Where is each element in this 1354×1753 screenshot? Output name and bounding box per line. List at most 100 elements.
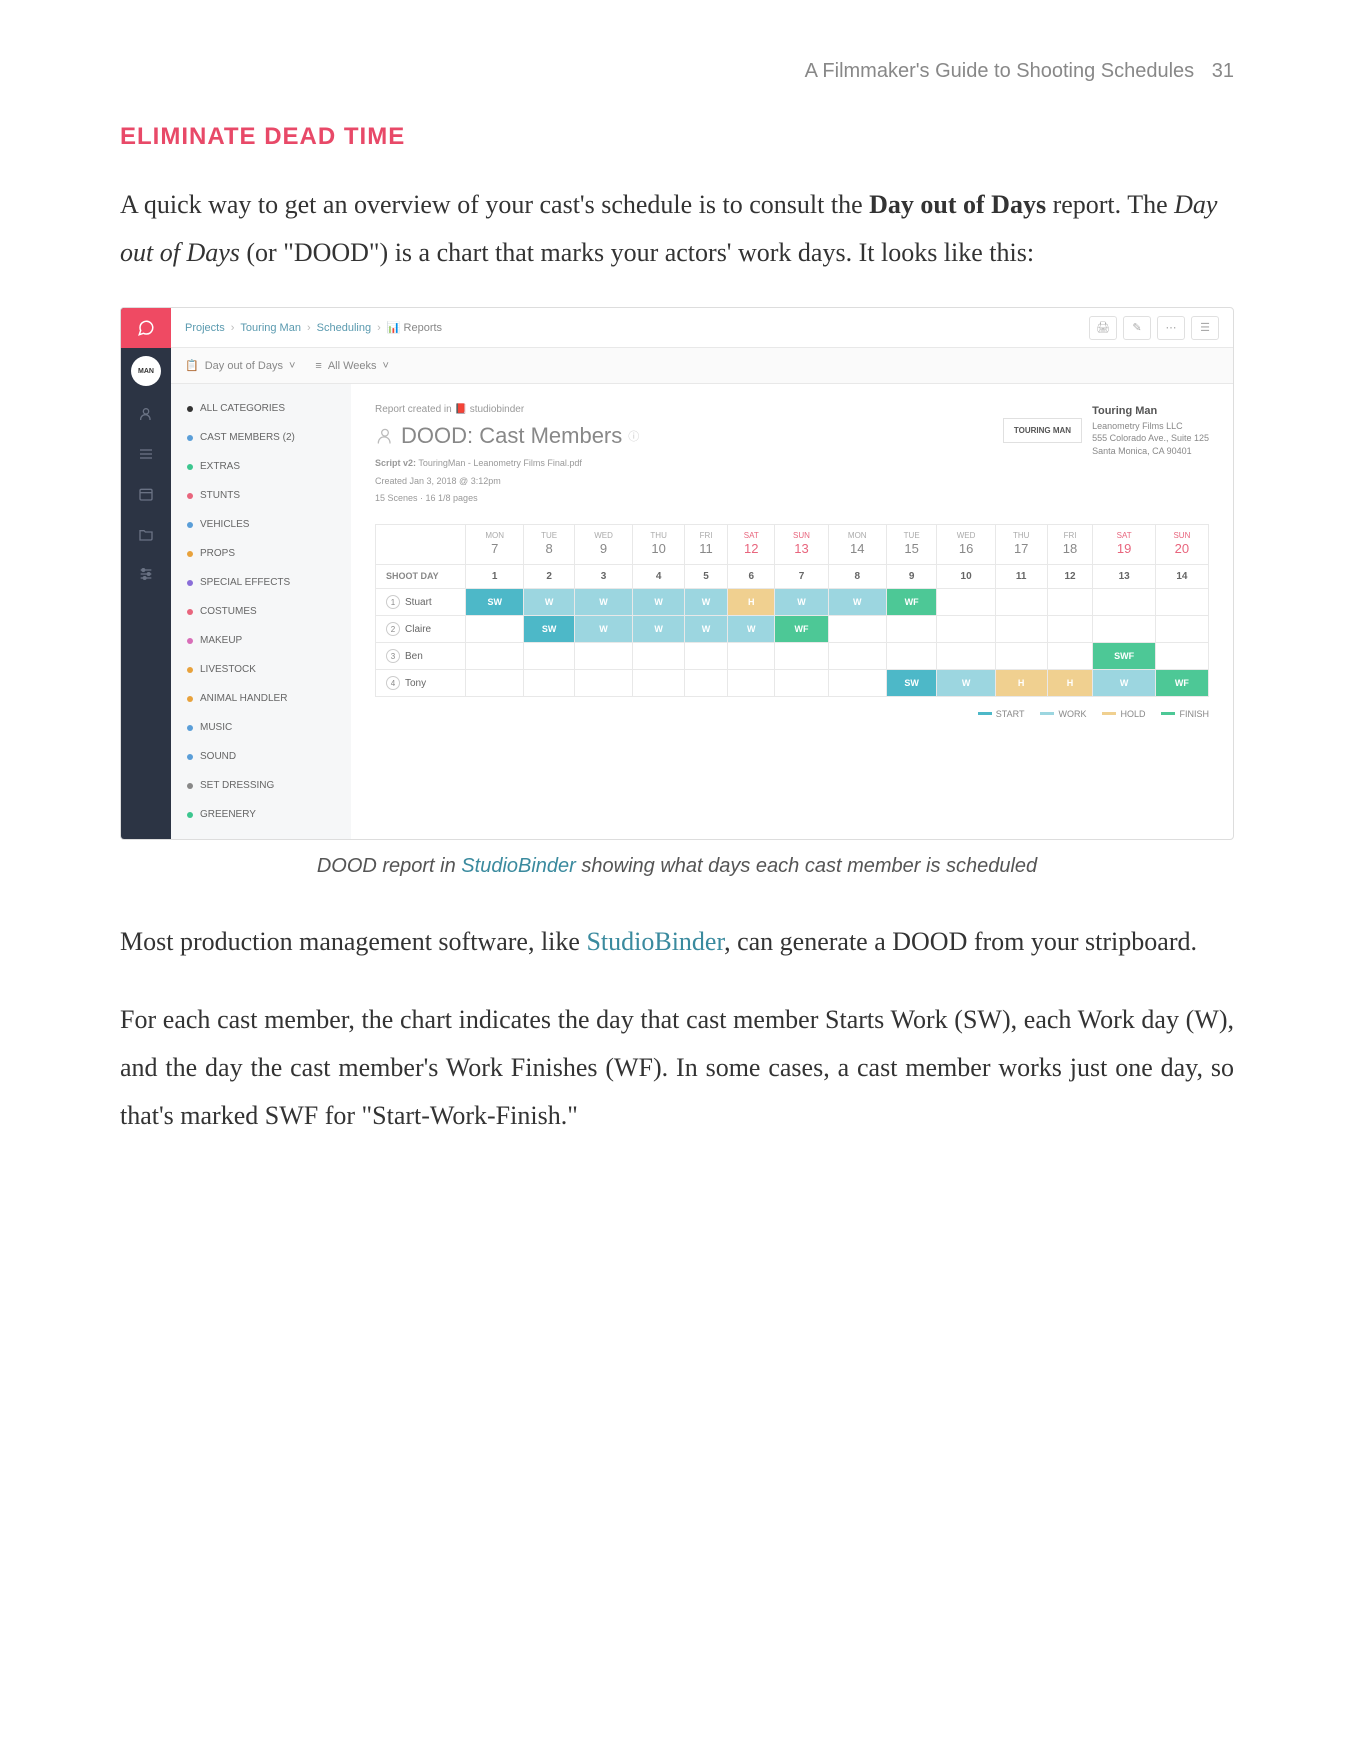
dood-cell [1093,615,1155,642]
category-item[interactable]: ALL CATEGORIES [171,394,351,423]
cast-row: 3BenSWF [376,642,1209,669]
breadcrumb-scheduling[interactable]: Scheduling [317,322,371,334]
report-created: Created Jan 3, 2018 @ 3:12pm [375,475,639,489]
category-item[interactable]: STUNTS [171,481,351,510]
more-icon[interactable]: ⋯ [1157,316,1185,340]
breadcrumb-actions: 🖨 ✎ ⋯ ☰ [1089,316,1219,340]
category-item[interactable]: VEHICLES [171,510,351,539]
report-scenes: 15 Scenes · 16 1/8 pages [375,492,639,506]
breadcrumb-project[interactable]: Touring Man [240,322,301,334]
project-address2: Santa Monica, CA 90401 [1092,445,1209,458]
cast-name: 2Claire [376,615,466,642]
legend: STARTWORKHOLDFINISH [375,709,1209,719]
dood-cell [886,615,936,642]
project-info-box: TOURING MAN Touring Man Leanometry Films… [1003,404,1209,457]
filter-report-type[interactable]: 📋 Day out of Days ˅ [185,359,295,372]
project-name: Touring Man [1092,404,1209,419]
logo-icon[interactable]: MAN [131,356,161,386]
cast-name: 4Tony [376,669,466,696]
sliders-icon[interactable] [121,554,171,594]
shoot-day-number: 7 [775,564,828,588]
day-column-header: SUN13 [775,524,828,564]
category-item[interactable]: LIVESTOCK [171,655,351,684]
category-item[interactable]: SET DRESSING [171,771,351,800]
categories-sidebar: ALL CATEGORIESCAST MEMBERS (2)EXTRASSTUN… [171,384,351,839]
legend-item: FINISH [1161,709,1209,719]
day-column-header: WED16 [937,524,995,564]
day-column-header: SUN20 [1155,524,1208,564]
dood-cell [524,669,574,696]
cast-row: 2ClaireSWWWWWWF [376,615,1209,642]
filter-weeks[interactable]: ≡ All Weeks ˅ [315,360,389,372]
category-dot-icon [187,725,193,731]
day-column-header: TUE15 [886,524,936,564]
dood-cell: W [685,615,728,642]
dood-cell [524,642,574,669]
shoot-day-number: 1 [466,564,524,588]
studiobinder-link[interactable]: StudioBinder [461,855,576,877]
dood-cell [1155,615,1208,642]
category-item[interactable]: GREENERY [171,800,351,829]
category-item[interactable]: EXTRAS [171,452,351,481]
dood-cell [775,669,828,696]
category-dot-icon [187,638,193,644]
cast-name: 1Stuart [376,588,466,615]
dood-cell [466,642,524,669]
shoot-day-number: 11 [995,564,1047,588]
print-icon[interactable]: 🖨 [1089,316,1117,340]
category-dot-icon [187,464,193,470]
menu-icon[interactable]: ☰ [1191,316,1219,340]
calendar-icon[interactable] [121,474,171,514]
breadcrumb-current: 📊 Reports [387,321,442,334]
list-icon[interactable] [121,434,171,474]
screenshot-caption: DOOD report in StudioBinder showing what… [120,855,1234,878]
dood-cell [1047,642,1093,669]
category-item[interactable]: COSTUMES [171,597,351,626]
report-script: Script v2: Script v2: TouringMan - Leano… [375,457,639,471]
dood-table: MON7TUE8WED9THU10FRI11SAT12SUN13MON14TUE… [375,524,1209,697]
folder-icon[interactable] [121,514,171,554]
dood-cell: W [1093,669,1155,696]
chat-icon[interactable] [121,308,171,348]
day-column-header: MON7 [466,524,524,564]
app-icon-rail: MAN [121,308,171,839]
category-item[interactable]: MUSIC [171,713,351,742]
page-number: 31 [1212,60,1234,82]
edit-icon[interactable]: ✎ [1123,316,1151,340]
dood-cell: W [633,615,685,642]
project-address1: 555 Colorado Ave., Suite 125 [1092,432,1209,445]
shoot-day-number: 5 [685,564,728,588]
breadcrumb-projects[interactable]: Projects [185,322,225,334]
dood-cell [633,642,685,669]
dood-cell: W [633,588,685,615]
content-row: ALL CATEGORIESCAST MEMBERS (2)EXTRASSTUN… [171,384,1233,839]
legend-swatch-icon [978,712,992,715]
category-item[interactable]: MAKEUP [171,626,351,655]
dood-cell [466,669,524,696]
category-item[interactable]: SOUND [171,742,351,771]
filter-bar: 📋 Day out of Days ˅ ≡ All Weeks ˅ [171,348,1233,384]
people-icon[interactable] [121,394,171,434]
dood-cell: H [728,588,775,615]
dood-cell [728,642,775,669]
category-item[interactable]: PROPS [171,539,351,568]
dood-cell [574,669,632,696]
legend-swatch-icon [1040,712,1054,715]
dood-cell [1155,642,1208,669]
para-explanation: For each cast member, the chart indicate… [120,996,1234,1140]
dood-cell [633,669,685,696]
shoot-day-number: 9 [886,564,936,588]
report-area: Report created in 📕 studiobinder DOOD: C… [351,384,1233,839]
shoot-day-number: 8 [828,564,886,588]
legend-item: WORK [1040,709,1086,719]
legend-item: HOLD [1102,709,1145,719]
cast-name: 3Ben [376,642,466,669]
info-icon[interactable]: ⓘ [628,428,639,444]
report-created-in: Report created in 📕 studiobinder [375,404,639,415]
studiobinder-link-2[interactable]: StudioBinder [586,927,724,956]
category-item[interactable]: ANIMAL HANDLER [171,684,351,713]
intro-paragraph: A quick way to get an overview of your c… [120,181,1234,277]
category-dot-icon [187,754,193,760]
category-item[interactable]: SPECIAL EFFECTS [171,568,351,597]
category-item[interactable]: CAST MEMBERS (2) [171,423,351,452]
